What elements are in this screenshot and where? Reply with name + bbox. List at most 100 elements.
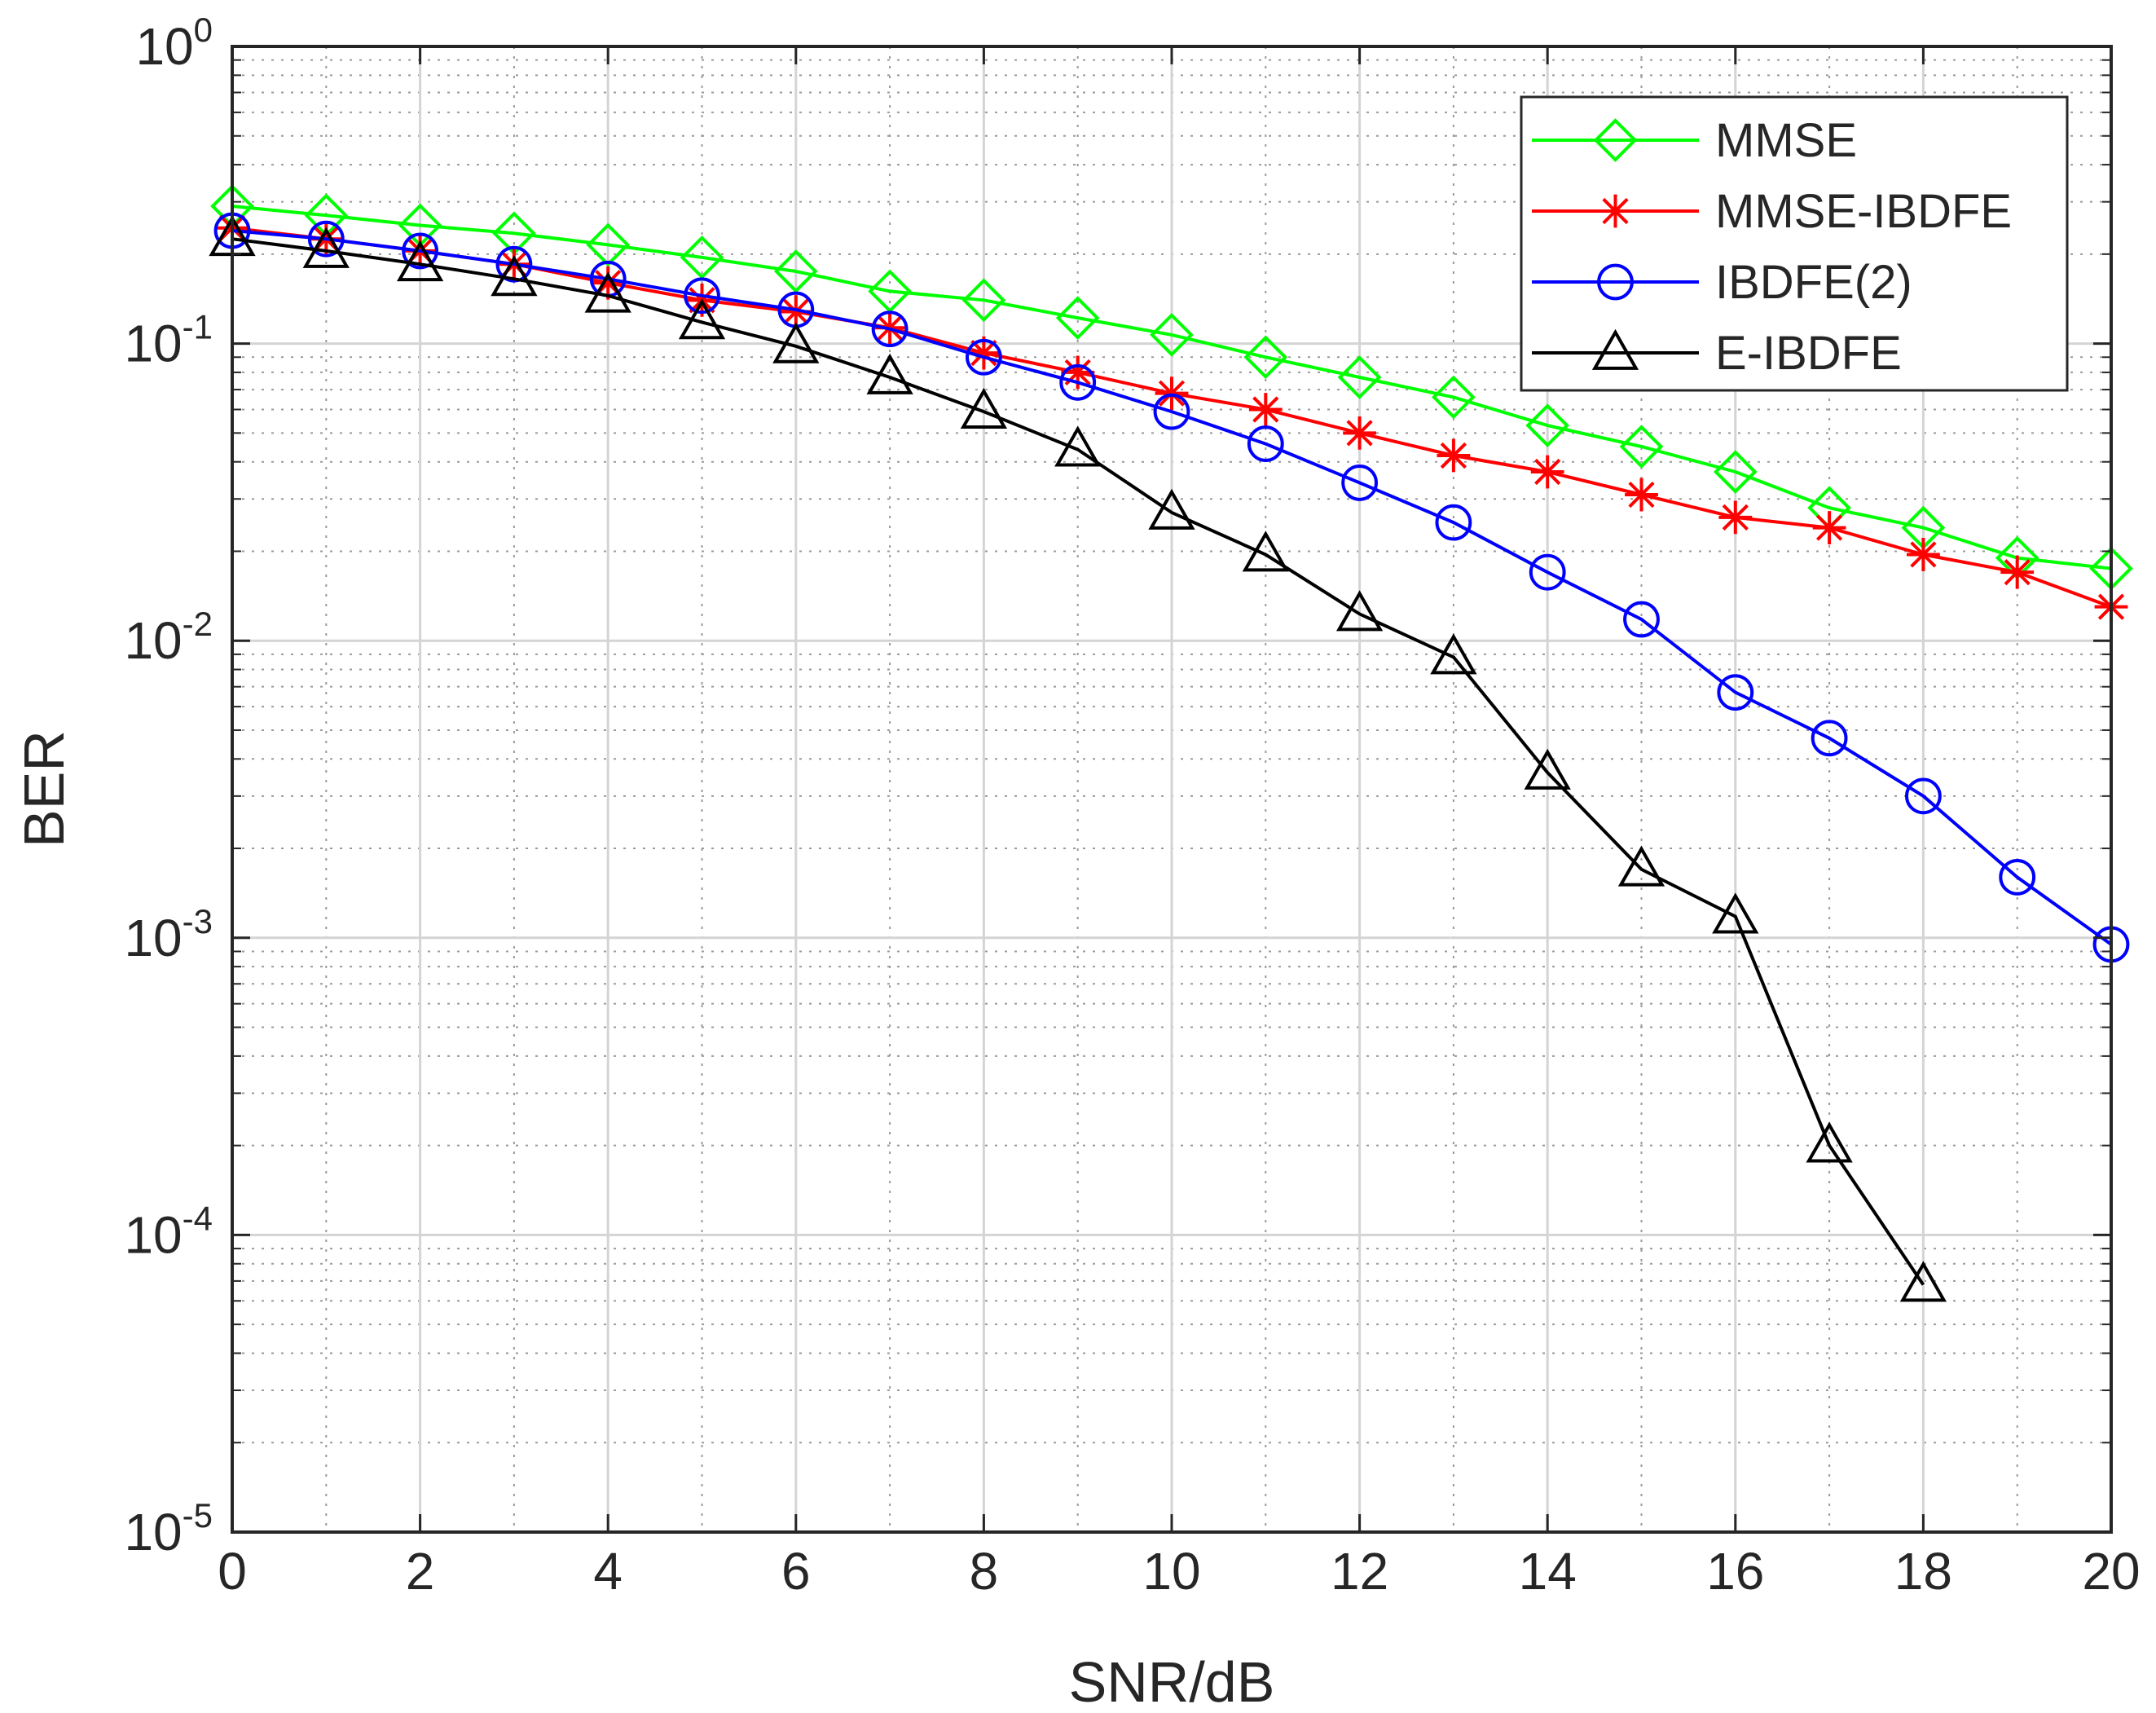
data-point-star [1437,438,1471,473]
x-tick-label: 20 [2082,1542,2140,1601]
legend-label: MMSE [1715,114,1857,167]
x-tick-label: 12 [1331,1542,1388,1601]
data-point-circle [966,338,1002,376]
data-point-diamond [961,278,1006,323]
data-point-circle [1717,674,1754,711]
data-point-triangle [1591,328,1639,370]
data-point-diamond [680,236,724,280]
data-point-diamond [1243,335,1288,380]
y-tick-label: 10-1 [124,308,213,373]
x-tick-label: 14 [1519,1542,1577,1601]
series-line [231,205,2112,570]
x-tick-label: 16 [1706,1542,1764,1601]
data-point-circle [1811,720,1848,757]
data-point-diamond [1713,450,1758,494]
y-tick-label: 100 [135,11,213,76]
data-point-triangle [1524,748,1571,790]
legend-entry: MMSE [1532,114,1857,167]
legend-entry: IBDFE(2) [1532,256,1912,309]
data-point-circle [871,310,909,348]
data-point-diamond [1593,118,1638,162]
data-point-circle [1529,553,1566,591]
data-point-star [1248,393,1283,426]
data-point-star [779,295,813,328]
data-point-diamond [1055,296,1100,340]
data-point-star [1530,455,1564,489]
x-tick-label: 18 [1894,1542,1952,1601]
data-point-star [1812,511,1846,544]
x-axis-title: SNR/dB [1069,1650,1275,1713]
y-tick-exponent: -2 [183,605,213,643]
data-point-triangle [1242,531,1289,572]
x-tick-labels: 0 2 4 6 8 10 12 14 16 18 20 [218,1542,2140,1601]
y-tick-base: 10 [124,1503,182,1561]
data-point-star [1343,416,1376,450]
data-point-star [967,336,1001,370]
y-tick-base: 10 [124,315,182,373]
x-tick-label: 0 [218,1542,247,1601]
legend: MMSE MMSE-IBDFE IBDFE(2) E-IBDFE [1520,95,2069,392]
data-point-circle [1435,504,1472,541]
data-point-diamond [586,222,631,267]
data-point-triangle [1617,845,1665,887]
data-point-star [1718,500,1753,535]
data-point-triangle [960,387,1008,429]
y-tick-base: 10 [124,1205,182,1264]
data-point-star [1907,538,1940,571]
data-point-star [2000,555,2035,589]
data-point-circle [1341,465,1378,501]
data-point-circle [307,220,345,258]
x-tick-label: 8 [970,1542,999,1601]
data-point-diamond [1432,375,1476,420]
legend-label: MMSE-IBDFE [1715,185,2012,238]
data-point-star [1599,194,1632,228]
legend-entry: MMSE-IBDFE [1532,185,2012,238]
legend-box [1520,95,2069,392]
data-point-triangle [1899,1261,1947,1302]
data-point-triangle [584,271,631,313]
y-tick-exponent: 0 [194,11,213,49]
data-point-diamond [1525,403,1570,447]
x-tick-label: 10 [1142,1542,1200,1601]
data-point-triangle [1712,892,1759,934]
data-point-triangle [1054,425,1102,467]
y-tick-exponent: -5 [183,1496,213,1535]
x-tick-label: 6 [781,1542,811,1601]
series-layer [209,184,2133,1302]
data-point-circle [1059,363,1097,401]
y-tick-exponent: -3 [183,902,213,940]
data-point-triangle [396,240,444,282]
data-point-star [1155,377,1189,411]
data-point-diamond [1150,313,1194,357]
data-point-triangle [491,255,538,297]
y-tick-label: 10-5 [124,1496,213,1561]
y-axis-title: BER [12,730,76,848]
y-tick-label: 10-2 [124,605,213,670]
data-point-triangle [1430,633,1477,675]
data-point-circle [1153,393,1190,430]
series-line [231,237,1925,1286]
data-point-diamond [1337,355,1382,399]
data-point-circle [1905,777,1942,815]
axis-ticks [231,45,2113,1534]
data-point-circle [495,245,533,283]
data-point-triangle [678,298,726,340]
series-line [231,229,2113,946]
data-point-circle [1999,858,2036,896]
y-tick-label: 10-3 [124,902,213,967]
data-point-diamond [773,249,818,293]
y-tick-base: 10 [135,17,193,76]
y-tick-base: 10 [124,611,182,670]
legend-entry: E-IBDFE [1532,327,1902,380]
data-point-circle [402,232,438,270]
data-point-circle [684,277,720,315]
data-point-circle [1247,425,1284,462]
y-tick-label: 10-4 [124,1199,213,1264]
data-point-diamond [1619,425,1664,469]
data-point-triangle [1335,590,1384,632]
data-point-star [591,266,625,300]
y-tick-exponent: -1 [183,308,213,346]
data-point-triangle [866,353,913,394]
